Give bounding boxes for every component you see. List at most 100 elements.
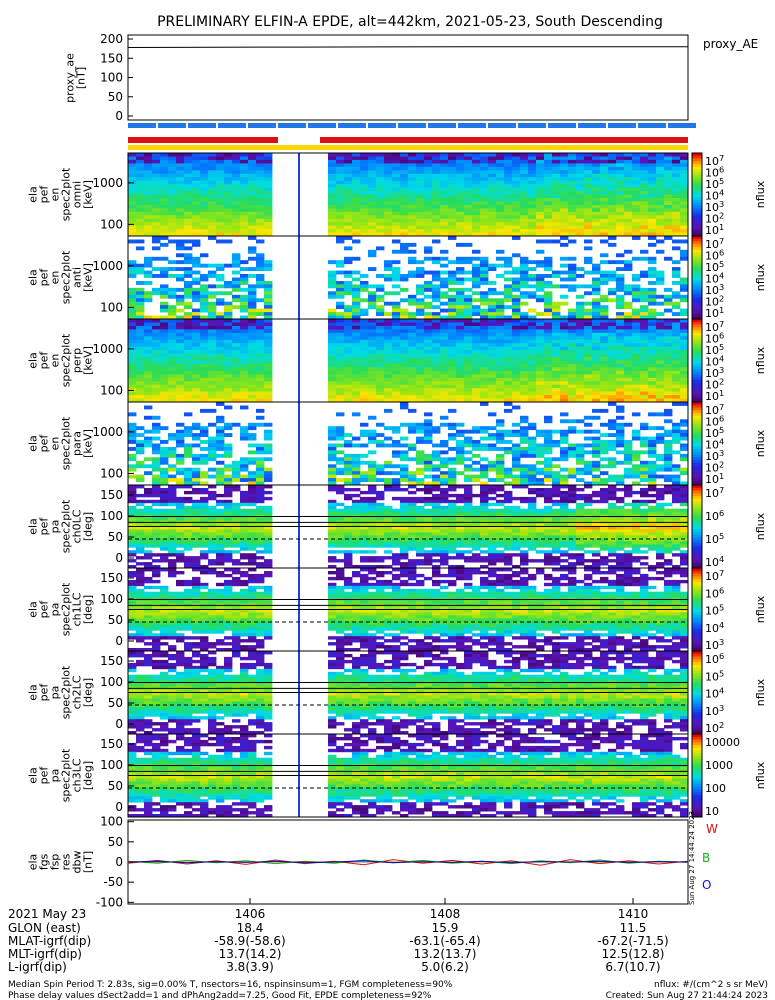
spectrogram-cell: [328, 374, 337, 379]
spectrogram-cell: [376, 329, 385, 334]
spectrogram-cell: [672, 436, 681, 441]
spectrogram-cell: [640, 450, 649, 455]
spectrogram-cell: [568, 474, 577, 479]
spectrogram-cell: [536, 339, 545, 344]
spectrogram-cell: [152, 239, 161, 244]
spectrogram-cell: [248, 294, 257, 299]
spectrogram-cell: [184, 159, 193, 164]
spectrogram-cell: [552, 381, 561, 386]
spectrogram-cell: [416, 270, 425, 275]
spectrogram-cell: [648, 166, 657, 171]
spectrogram-cell: [248, 336, 257, 341]
spectrogram-cell: [200, 194, 209, 199]
spectrogram-cell: [632, 298, 641, 303]
spectrogram-cell: [352, 222, 361, 227]
spectrogram-cell: [232, 208, 241, 213]
spectrogram-cell: [160, 322, 169, 327]
spectrogram-cell: [248, 329, 257, 334]
spectrogram-cell: [632, 312, 641, 316]
spectrogram-cell: [552, 398, 561, 403]
colorbar-tick-label: 101: [705, 222, 724, 237]
spectrogram-cell: [608, 353, 617, 358]
spectrogram-cell: [184, 526, 193, 530]
spectrogram-cell: [408, 256, 417, 261]
spectrogram-cell: [152, 336, 161, 341]
spectrogram-cell: [648, 388, 657, 393]
spectrogram-cell: [136, 440, 145, 444]
spectrogram-cell: [144, 471, 153, 476]
spectrogram-cell: [144, 198, 153, 202]
spectrogram-cell: [216, 478, 225, 482]
spectrogram-cell: [440, 191, 449, 195]
spectrogram-cell: [504, 218, 513, 223]
spectrogram-cell: [224, 450, 233, 455]
spectrogram-cell: [432, 159, 441, 164]
spectrogram-cell: [560, 215, 569, 220]
spectrogram-cell: [176, 559, 185, 563]
spectrogram-cell: [416, 298, 425, 303]
spectrogram-cell: [136, 319, 145, 323]
spectrogram-cell: [152, 485, 161, 489]
spectrogram-cell: [352, 211, 361, 216]
spectrogram-cell: [136, 398, 145, 403]
spectrogram-cell: [568, 177, 577, 182]
spectrogram-cell: [560, 325, 569, 330]
spectrogram-cell: [368, 471, 377, 476]
spectrogram-cell: [336, 343, 345, 348]
spectrogram-cell: [384, 471, 393, 476]
ae-ytick-label: 150: [100, 51, 123, 65]
colorbar-segment: [692, 379, 702, 384]
spectrogram-cell: [376, 184, 385, 188]
spectrogram-cell: [632, 471, 641, 476]
spectrogram-cell: [616, 336, 625, 341]
spectrogram-cell: [568, 471, 577, 476]
spectrogram-cell: [208, 370, 217, 375]
spectrogram-cell: [264, 156, 273, 161]
spectrogram-cell: [152, 508, 161, 513]
spectrogram-cell: [136, 218, 145, 223]
spectrogram-cell: [416, 471, 425, 476]
spectrogram-cell: [568, 343, 577, 348]
spectrogram-cell: [128, 153, 137, 157]
spectrogram-cell: [616, 281, 625, 285]
spectrogram-cell: [136, 464, 145, 469]
spectrogram-cell: [496, 460, 505, 465]
spectrogram-cell: [368, 201, 377, 206]
spectrogram-cell: [680, 153, 689, 157]
spectrogram-cell: [128, 298, 137, 303]
spectrogram-cell: [536, 364, 545, 368]
spectrogram-cell: [416, 377, 425, 382]
spectrogram-cell: [536, 374, 545, 379]
colorbar-segment: [692, 153, 702, 157]
ylabel-line: en: [49, 188, 62, 202]
spectrogram-cell: [560, 153, 569, 157]
blue-status-bar: [608, 123, 636, 128]
spectrogram-cell: [128, 294, 137, 299]
spectrogram-cell: [400, 156, 409, 161]
spectrogram-cell: [656, 395, 665, 399]
spectrogram-cell: [656, 153, 665, 157]
spectrogram-cell: [144, 538, 153, 542]
spectrogram-cell: [352, 471, 361, 476]
spectrogram-cell: [432, 312, 441, 316]
spectrogram-cell: [552, 153, 561, 157]
spectrogram-cell: [384, 443, 393, 448]
spectrogram-cell: [664, 225, 673, 230]
spectrogram-cell: [216, 301, 225, 306]
spectrogram-cell: [240, 201, 249, 206]
spectrogram-cell: [680, 350, 689, 354]
spectrogram-cell: [168, 180, 177, 185]
spectrogram-cell: [440, 229, 449, 233]
spectrogram-cell: [496, 177, 505, 182]
spectrogram-cell: [384, 274, 393, 278]
spectrogram-cell: [568, 215, 577, 220]
spectrogram-cell: [216, 381, 225, 386]
spectrogram-cell: [624, 357, 633, 361]
spectrogram-cell: [128, 177, 137, 182]
spectrogram-cell: [352, 388, 361, 393]
spectrogram-cell: [256, 332, 265, 337]
spectrogram-cell: [552, 312, 561, 316]
spectrogram-cell: [472, 426, 481, 431]
spectrogram-cell: [544, 312, 553, 316]
spectrogram-cell: [584, 464, 593, 469]
